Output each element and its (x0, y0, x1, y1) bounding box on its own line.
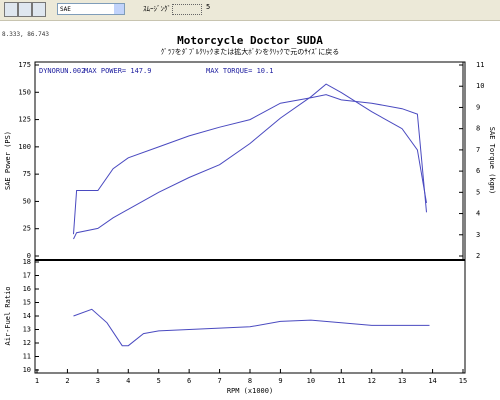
chart-subtitle: ｸﾞﾗﾌをﾀﾞﾌﾞﾙｸﾘｯｸまたは拡大ﾎﾞﾀﾝをｸﾘｯｸで元のｻｲｽﾞに戻る (161, 47, 340, 56)
y-tick-label: 17 (23, 272, 31, 280)
y-tick-label: 125 (18, 116, 31, 124)
y-tick-label: 16 (23, 285, 31, 293)
toolbar-button[interactable] (32, 2, 46, 17)
y-axis-label: SAE Power (PS) (4, 131, 12, 190)
smoothing-slider[interactable] (172, 4, 202, 15)
annotation: DYNORUN.002 (39, 67, 85, 75)
x-tick-label: 4 (126, 377, 130, 385)
data-line (73, 94, 427, 235)
x-tick-label: 10 (307, 377, 315, 385)
y-tick-label: 0 (27, 252, 31, 260)
chart-title: Motorcycle Doctor SUDA (177, 34, 323, 47)
y-tick-label: 12 (23, 339, 31, 347)
y2-tick-label: 11 (476, 61, 484, 69)
smoothing-value: 5 (206, 3, 211, 11)
x-tick-label: 11 (337, 377, 345, 385)
y-tick-label: 100 (18, 143, 31, 151)
data-line (73, 308, 430, 347)
y-tick-label: 50 (23, 197, 31, 205)
x-tick-label: 3 (96, 377, 100, 385)
toolbar-button[interactable] (18, 2, 32, 17)
y-tick-label: 25 (23, 225, 31, 233)
y-tick-label: 75 (23, 170, 31, 178)
y-tick-label: 11 (23, 353, 31, 361)
y-tick-label: 10 (23, 366, 31, 374)
y-axis-label: Air-Fuel Ratio (4, 286, 12, 345)
x-tick-label: 7 (217, 377, 221, 385)
toolbar: SAE ｽﾑｰｼﾞﾝｸﾞ 5 (0, 0, 500, 21)
x-tick-label: 15 (459, 377, 467, 385)
x-axis-label: RPM (x1000) (227, 387, 273, 395)
x-tick-label: 12 (367, 377, 375, 385)
x-tick-label: 9 (278, 377, 282, 385)
dropdown[interactable]: SAE (57, 3, 125, 15)
y2-tick-label: 7 (476, 146, 480, 154)
y2-tick-label: 6 (476, 167, 480, 175)
x-tick-label: 8 (248, 377, 252, 385)
y-tick-label: 14 (23, 312, 31, 320)
y2-tick-label: 5 (476, 188, 480, 196)
annotation: MAX TORQUE= 10.1 (206, 67, 273, 75)
y2-tick-label: 4 (476, 210, 480, 218)
y2-tick-label: 3 (476, 231, 480, 239)
annotation: MAX POWER= 147.9 (84, 67, 151, 75)
y2-tick-label: 8 (476, 125, 480, 133)
x-tick-label: 5 (157, 377, 161, 385)
x-tick-label: 6 (187, 377, 191, 385)
y2-tick-label: 9 (476, 103, 480, 111)
y-tick-label: 150 (18, 88, 31, 96)
y2-tick-label: 10 (476, 82, 484, 90)
x-tick-label: 13 (398, 377, 406, 385)
y2-tick-label: 2 (476, 252, 480, 260)
smoothing-label: ｽﾑｰｼﾞﾝｸﾞ (143, 5, 171, 13)
cursor-readout: 8.333, 86.743 (2, 31, 49, 38)
y2-axis-label: SAE Torque (kgm) (488, 127, 496, 194)
x-tick-label: 14 (428, 377, 436, 385)
y-tick-label: 15 (23, 299, 31, 307)
y-tick-label: 175 (18, 61, 31, 69)
data-line (73, 83, 427, 240)
y-tick-label: 18 (23, 258, 31, 266)
x-tick-label: 2 (65, 377, 69, 385)
toolbar-button[interactable] (4, 2, 18, 17)
y-tick-label: 13 (23, 326, 31, 334)
x-tick-label: 1 (35, 377, 39, 385)
